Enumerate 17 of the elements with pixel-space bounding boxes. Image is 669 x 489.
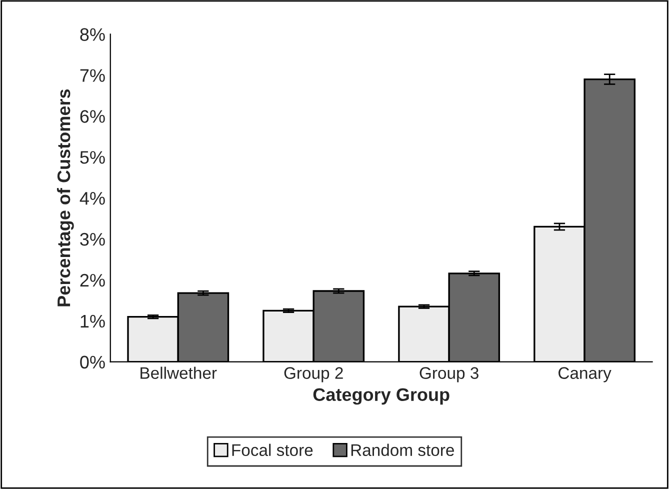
y-tick-label: 6% xyxy=(80,110,105,123)
x-tick-label: Group 3 xyxy=(420,367,478,382)
y-tick-label: 0% xyxy=(80,356,105,369)
y-tick-label: 2% xyxy=(80,274,105,287)
x-tick-label: Group 2 xyxy=(284,367,343,382)
y-tick-label: 5% xyxy=(80,151,105,164)
y-axis-title: Percentage of Customers xyxy=(56,89,74,306)
y-tick-label: 1% xyxy=(80,314,105,328)
y-tick-label: 3% xyxy=(80,232,105,246)
y-tick-label: 7% xyxy=(80,69,105,82)
y-tick-label: 4% xyxy=(80,192,105,205)
x-tick-label: Bellwether xyxy=(140,366,217,379)
legend-label: Focal store xyxy=(232,444,313,456)
x-axis-title: Category Group xyxy=(313,388,450,405)
y-tick-label: 8% xyxy=(80,28,105,41)
x-tick-label: Canary xyxy=(558,367,612,382)
legend-label: Random store xyxy=(351,444,454,456)
